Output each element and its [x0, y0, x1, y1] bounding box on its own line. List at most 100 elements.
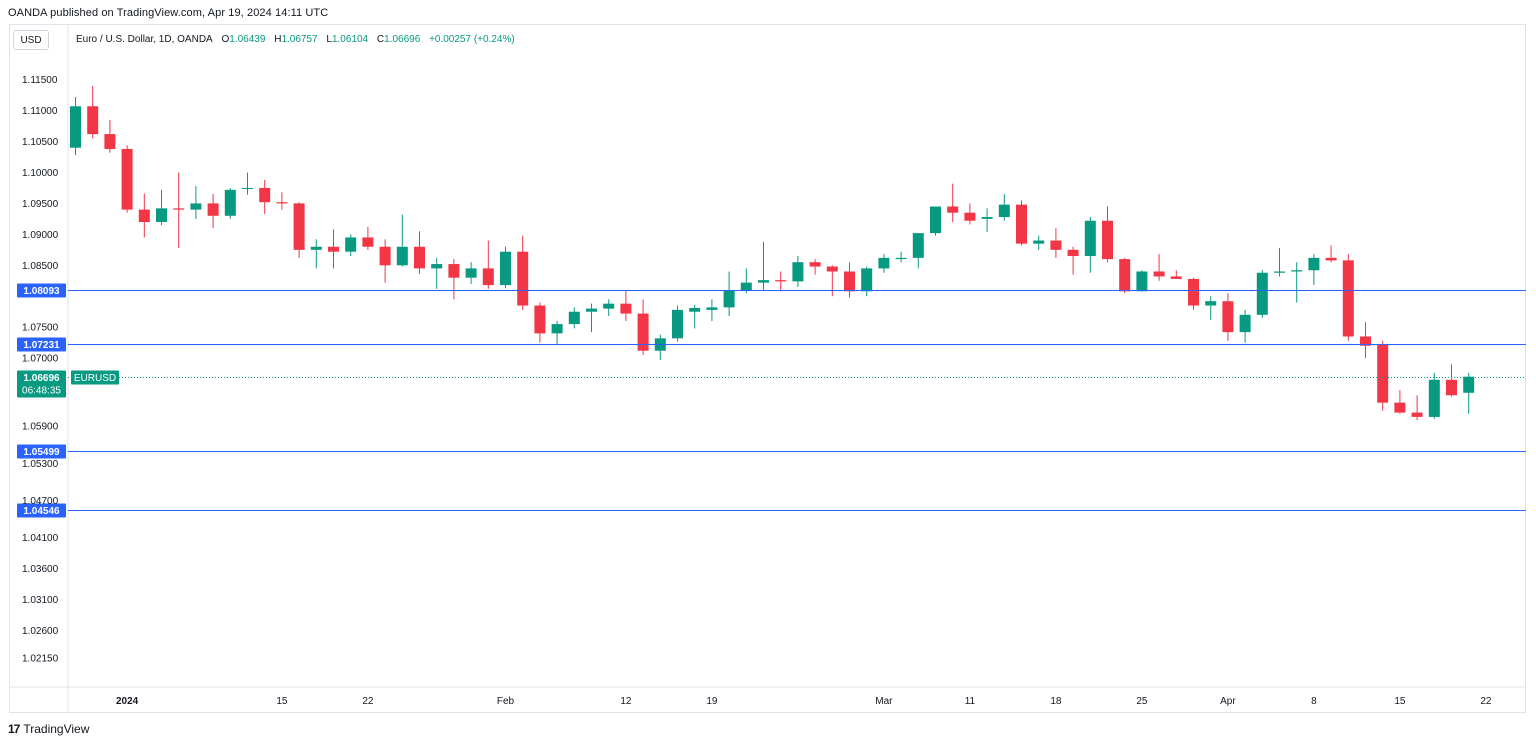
candle-body — [1274, 271, 1285, 273]
currency-button[interactable]: USD — [13, 30, 49, 50]
time-tick-label: 22 — [362, 696, 374, 707]
candle-body — [534, 305, 546, 334]
candle — [947, 183, 959, 222]
candle — [1188, 277, 1199, 310]
candle — [551, 320, 563, 345]
candle-body — [1463, 376, 1475, 393]
candle — [586, 303, 597, 333]
candle-body — [465, 268, 477, 278]
candle-body — [878, 257, 890, 269]
candle-body — [809, 262, 821, 267]
candle — [87, 85, 99, 139]
candle-body — [1291, 270, 1303, 272]
candle-body — [70, 106, 81, 148]
time-axis[interactable]: 2024 15 22 Feb 12 19 Mar 11 18 25 Apr 8 15 22 — [116, 696, 1492, 707]
close-label: C — [376, 34, 385, 45]
candle-body — [964, 212, 976, 221]
candle — [1016, 200, 1027, 246]
candle-body — [1067, 249, 1079, 257]
price-tick-label: 1.07500 — [22, 323, 59, 334]
candle — [517, 235, 529, 310]
candle — [930, 206, 941, 236]
candle — [1428, 372, 1440, 419]
candle — [414, 231, 425, 274]
candle — [448, 259, 460, 300]
symbol-tag-bg — [71, 370, 119, 385]
candle-body — [345, 237, 357, 252]
candle-body — [998, 204, 1010, 218]
symbol-tag: EURUSD — [74, 373, 116, 384]
time-tick-label: 19 — [706, 696, 718, 707]
candle-body — [1205, 301, 1217, 306]
horizontal-line-label-bg — [17, 503, 66, 518]
candle — [758, 241, 769, 291]
candle — [396, 214, 408, 267]
horizontal-line-label: 1.05499 — [23, 447, 60, 458]
candle — [964, 203, 976, 225]
candle — [1205, 296, 1217, 320]
candle — [156, 189, 167, 226]
candle-body — [431, 264, 443, 269]
grid-layer — [9, 24, 1526, 713]
candle-body — [276, 202, 288, 204]
candle-body — [1325, 257, 1337, 261]
price-axis[interactable]: 1.11500 1.11000 1.10500 1.10000 1.09500 1.090… — [22, 75, 59, 665]
candle-body — [1256, 272, 1268, 315]
horizontal-line-label: 1.08093 — [23, 286, 60, 297]
candle-body — [1050, 240, 1062, 250]
close-value: 1.06696 — [384, 34, 421, 45]
candle — [328, 229, 339, 269]
candle-body — [224, 189, 236, 216]
bar-countdown: 06:48:35 — [22, 386, 61, 397]
candle — [603, 299, 615, 317]
candle — [534, 302, 546, 343]
price-tick-label: 1.07000 — [22, 354, 59, 365]
price-tick-label: 1.10000 — [22, 168, 59, 179]
time-tick-label: 2024 — [116, 696, 139, 707]
candle-body — [792, 262, 804, 282]
ohlc-legend: Euro / U.S. Dollar, 1D, OANDA O1.06439 H… — [76, 34, 515, 45]
price-tick-label: 1.08500 — [22, 261, 59, 272]
candle — [1239, 309, 1251, 343]
candle — [242, 172, 253, 195]
candle-body — [672, 309, 683, 339]
candle — [792, 256, 804, 287]
candle-body — [1308, 257, 1320, 271]
candle — [173, 172, 185, 248]
candle — [1308, 254, 1320, 286]
candle — [654, 334, 666, 360]
price-tick-label: 1.04100 — [22, 533, 59, 544]
candle — [1411, 395, 1423, 421]
candle-body — [826, 266, 838, 272]
price-tick-label: 1.05300 — [22, 459, 59, 470]
candle — [1256, 270, 1268, 318]
candle-body — [156, 208, 167, 222]
time-tick-label: 15 — [1394, 696, 1406, 707]
low-label: L — [326, 34, 332, 45]
candle-body — [517, 251, 529, 306]
candle-body — [1360, 336, 1371, 346]
candle-body — [293, 203, 305, 250]
candle — [224, 187, 236, 219]
candle — [1067, 246, 1079, 275]
horizontal-line-label: 1.04546 — [23, 506, 60, 517]
open-value: 1.06439 — [229, 34, 266, 45]
candle-body — [775, 280, 787, 282]
candle — [121, 145, 133, 213]
candle — [362, 226, 374, 250]
candle — [998, 194, 1010, 221]
candle — [706, 299, 718, 321]
candle — [104, 119, 116, 153]
symbol-title[interactable]: Euro / U.S. Dollar, 1D, OANDA — [76, 34, 213, 45]
time-tick-label: Apr — [1220, 696, 1236, 707]
price-tick-label: 1.03100 — [22, 595, 59, 606]
high-label: H — [274, 34, 282, 45]
candle-body — [1222, 301, 1234, 333]
candle-body — [310, 246, 322, 250]
candle — [861, 266, 873, 297]
candle — [259, 179, 271, 214]
horizontal-lines-layer[interactable]: 1.08093 1.07231 1.05499 1.04546 1.06696 06:48… — [17, 283, 1526, 518]
candle-body — [947, 206, 959, 213]
footer-brand[interactable]: 17 TradingView — [8, 722, 89, 736]
